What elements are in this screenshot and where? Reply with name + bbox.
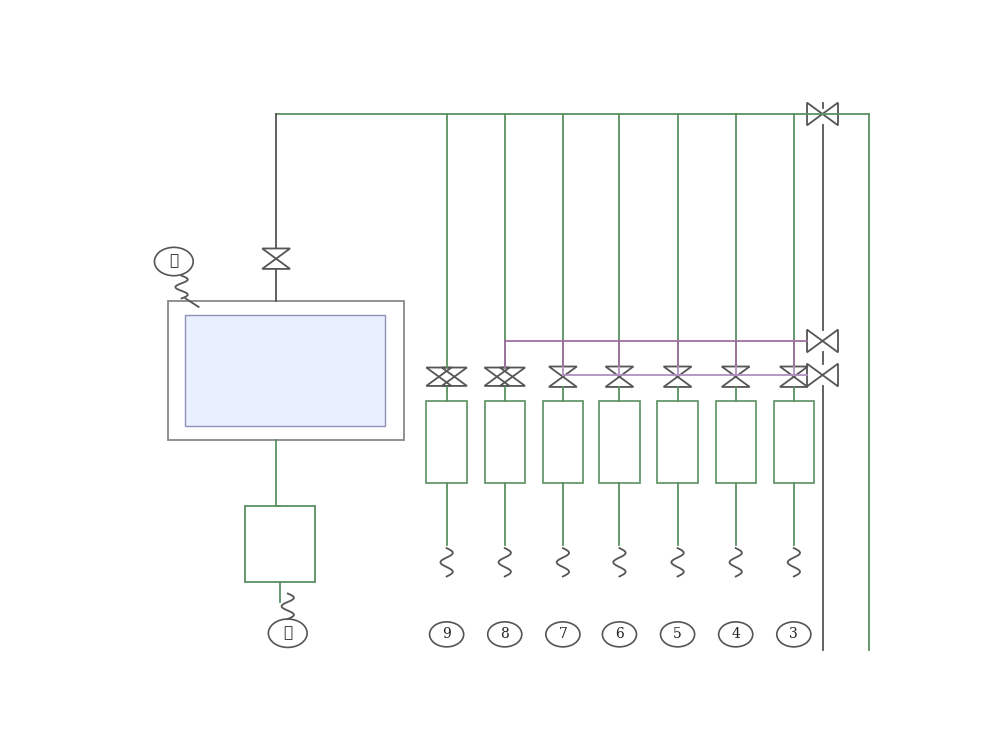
Bar [168, 301, 404, 440]
Text: 8: 8 [500, 627, 509, 641]
Bar [485, 401, 525, 483]
Bar [426, 401, 467, 483]
Bar [716, 401, 756, 483]
Text: ①: ① [169, 254, 178, 268]
Text: 7: 7 [558, 627, 567, 641]
Bar [657, 401, 698, 483]
Bar [599, 401, 640, 483]
Text: 4: 4 [731, 627, 740, 641]
Text: 9: 9 [442, 627, 451, 641]
Bar [543, 401, 583, 483]
Text: 5: 5 [673, 627, 682, 641]
Text: 3: 3 [789, 627, 798, 641]
Text: ②: ② [283, 626, 292, 640]
Bar [185, 315, 385, 426]
Text: 6: 6 [615, 627, 624, 641]
Bar [245, 506, 315, 582]
Bar [774, 401, 814, 483]
